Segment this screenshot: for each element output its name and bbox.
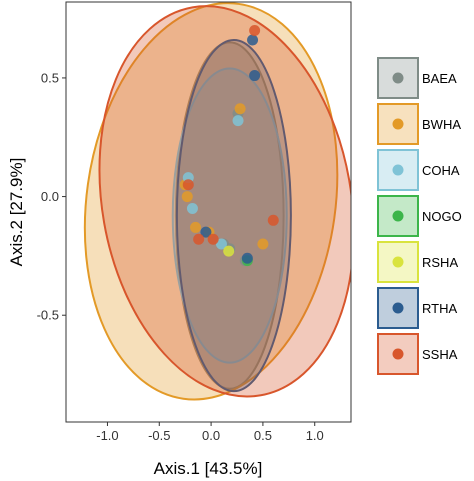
legend-marker-bwha [392,118,404,130]
y-tick-label: -0.5 [37,308,59,323]
x-axis: -1.0 -0.5 0.0 0.5 1.0 [96,422,324,443]
point-ssha [193,233,205,245]
point-bwha [190,221,202,233]
point-bwha [234,103,246,115]
ellipse-coha [171,67,288,364]
legend-marker-baea [392,72,404,84]
data-points [179,24,279,267]
legend-marker-nogo [392,210,404,222]
legend-label-rsha: RSHA [422,255,458,270]
y-axis-title: Axis.2 [27.9%] [7,158,26,267]
legend-key-baea [377,57,419,99]
ellipse-bwha [83,2,339,401]
ellipse-rtha [175,38,292,393]
point-ssha [249,24,261,36]
point-bwha [181,191,193,203]
point-coha [186,202,198,214]
point-coha [215,238,227,250]
legend: BAEA BWHA COHA NOGO RSHA RTHA SSHA [377,57,462,375]
legend-marker-ssha [392,348,404,360]
legend-label-nogo: NOGO [422,209,462,224]
point-ssha [182,179,194,191]
legend-marker-rtha [392,302,404,314]
x-tick-label: 0.0 [202,428,220,443]
confidence-ellipses [83,2,351,401]
point-bwha [257,238,269,250]
x-tick-label: -0.5 [148,428,170,443]
point-coha [232,115,244,127]
point-ssha [207,233,219,245]
x-tick-label: 1.0 [306,428,324,443]
ellipse-ssha [98,5,351,398]
legend-label-bwha: BWHA [422,117,461,132]
legend-marker-rsha [392,256,404,268]
ellipse-baea [174,41,285,390]
plot-panel-border [65,1,352,423]
point-rtha [241,252,253,264]
point-rtha [249,70,261,82]
y-tick-label: 0.5 [41,70,59,85]
legend-label-ssha: SSHA [422,347,458,362]
x-axis-title: Axis.1 [43.5%] [154,459,263,478]
x-tick-label: -1.0 [96,428,118,443]
legend-label-rtha: RTHA [422,301,457,316]
legend-key-rsha [377,241,419,283]
x-tick-label: 0.5 [254,428,272,443]
legend-label-baea: BAEA [422,71,457,86]
point-ssha [267,214,279,226]
legend-label-coha: COHA [422,163,460,178]
y-tick-label: 0.0 [41,189,59,204]
point-rtha [247,34,259,46]
legend-marker-coha [392,164,404,176]
point-rtha [200,226,212,238]
point-rsha [223,245,235,257]
y-axis: -0.5 0.0 0.5 [37,70,66,323]
